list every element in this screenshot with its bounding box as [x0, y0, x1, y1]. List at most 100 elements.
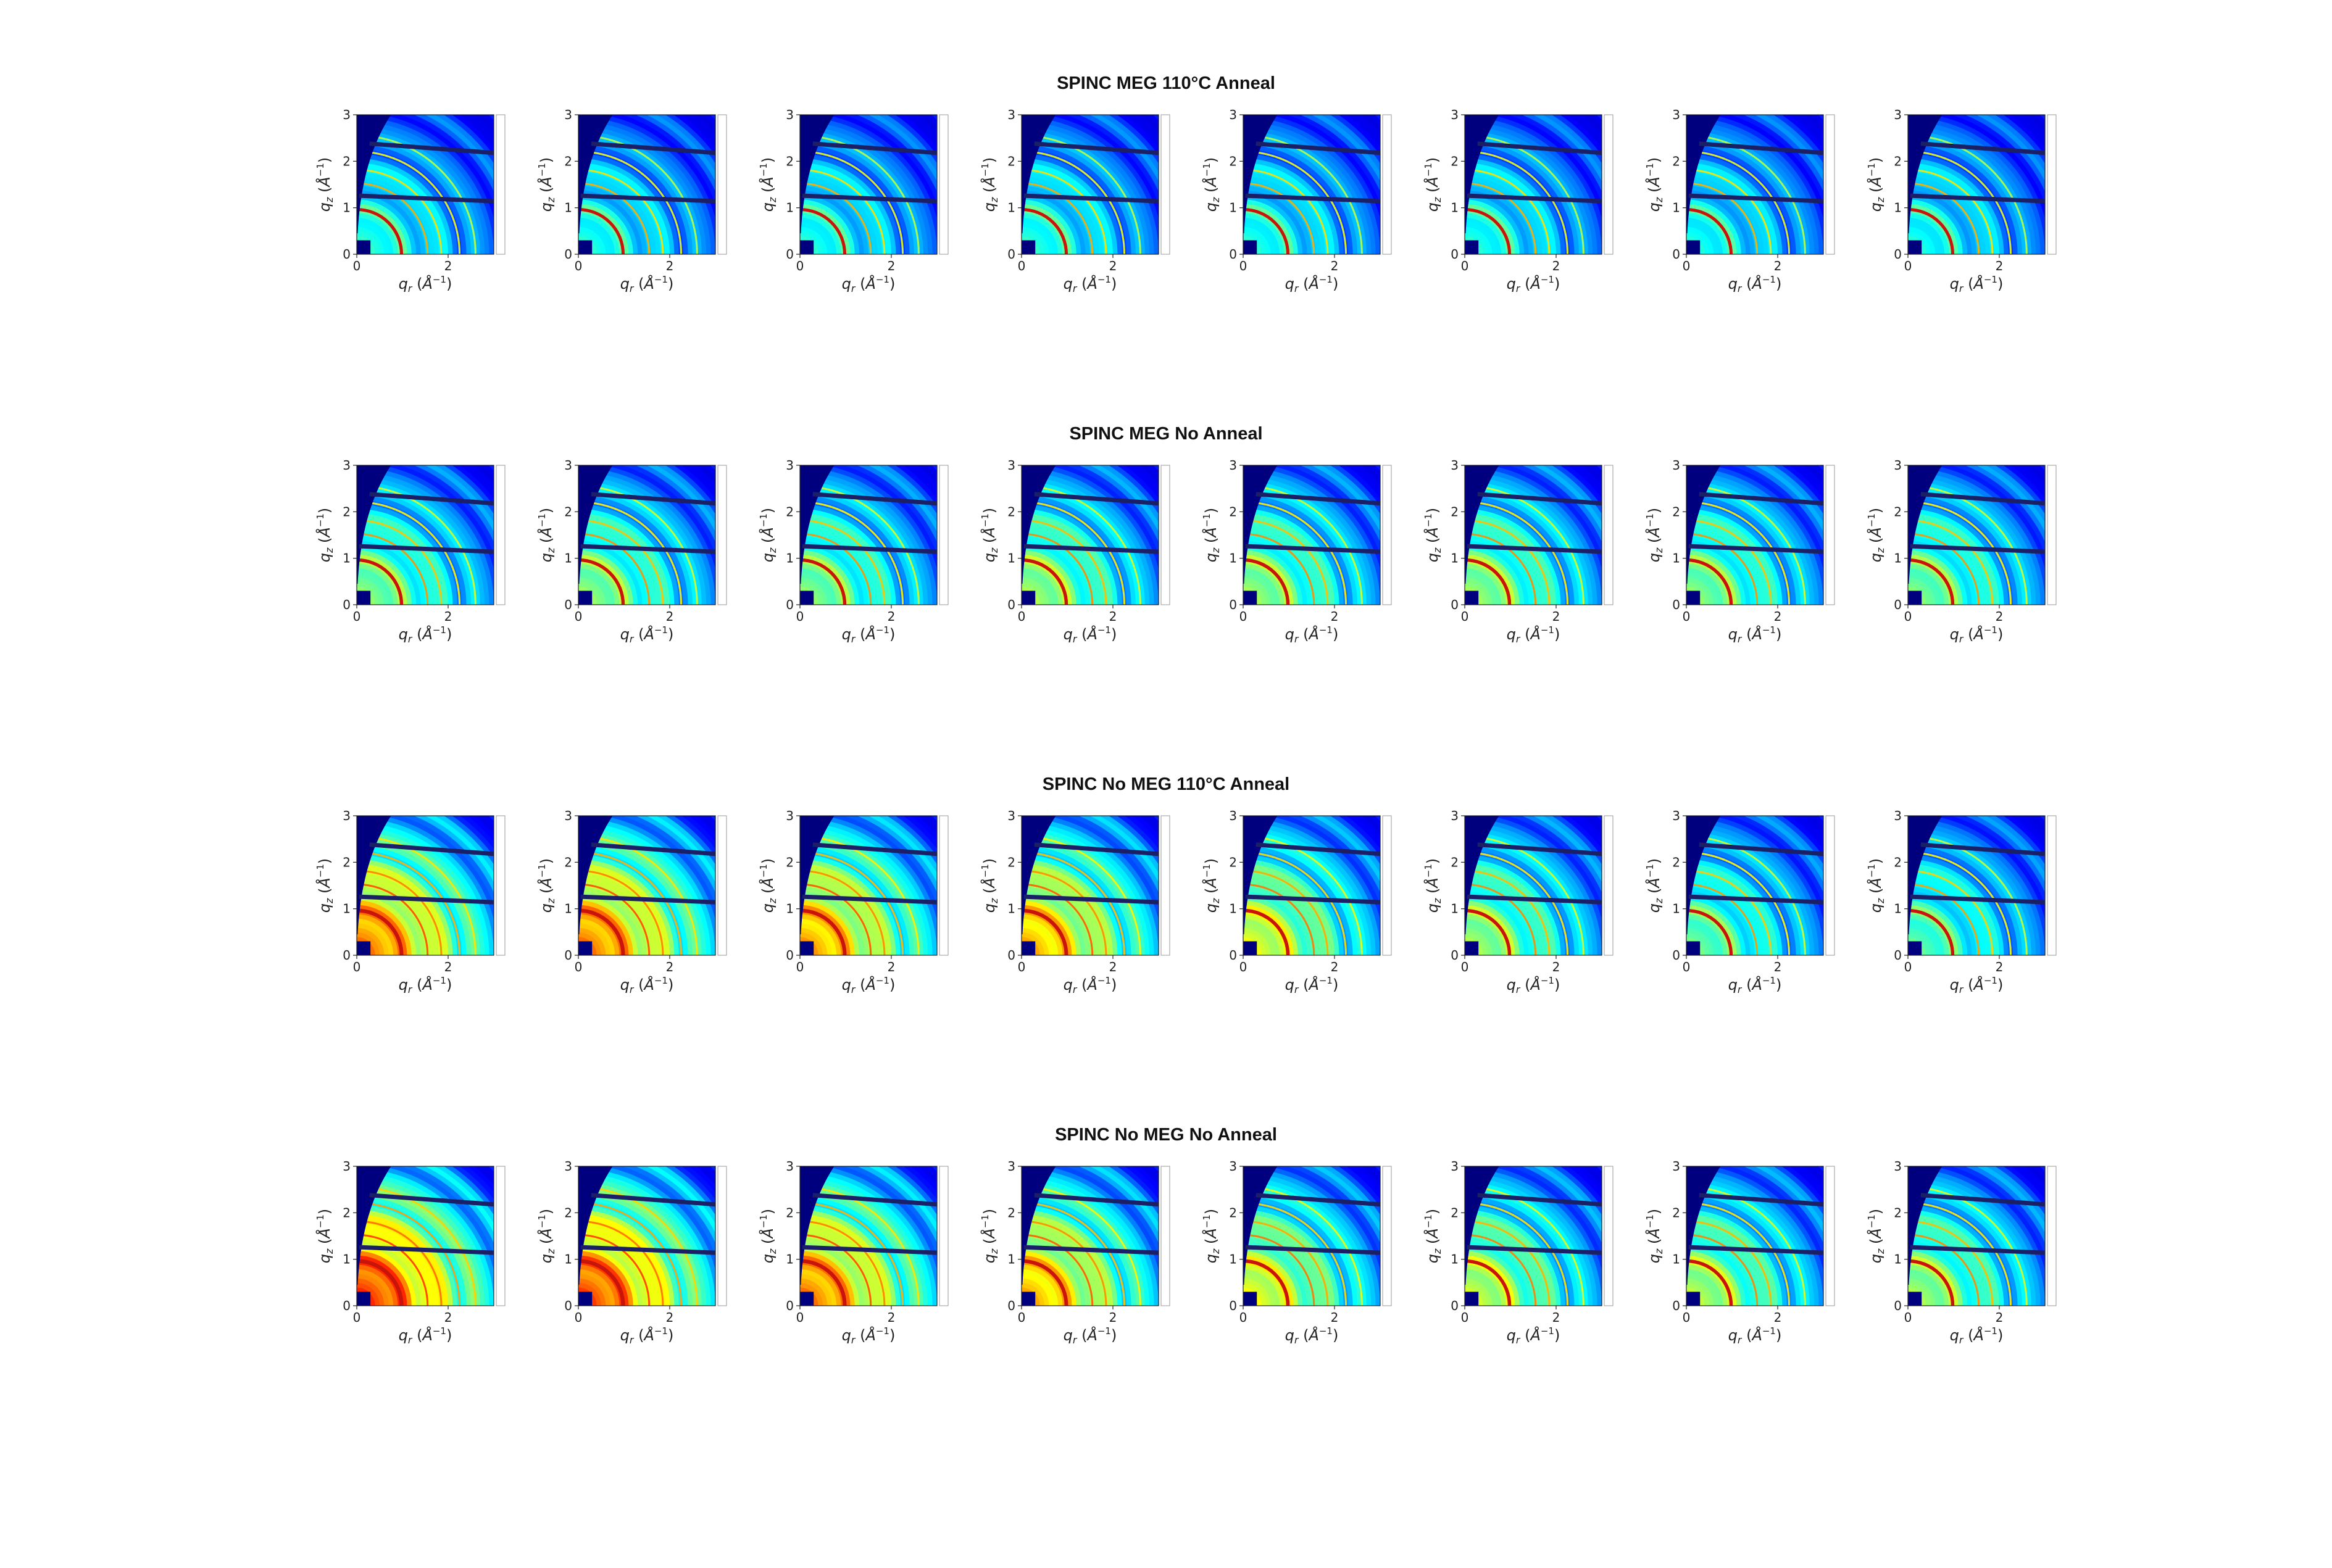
x-tick-label: 2: [1109, 259, 1117, 273]
detector-gap: [1245, 193, 1380, 204]
y-tick-label: 2: [343, 1205, 351, 1220]
y-tick-label: 0: [786, 247, 794, 262]
y-axis-label: qz (Å−1): [1866, 508, 1886, 563]
axes-frame: [1907, 465, 2046, 605]
y-tick-label: 0: [1229, 948, 1237, 963]
row-title-2: SPINC MEG No Anneal: [1069, 424, 1263, 444]
detector-gap: [802, 193, 937, 204]
x-tick-label: 2: [1996, 259, 2004, 273]
x-tick-label: 0: [575, 960, 583, 974]
y-tick-label: 2: [786, 154, 794, 168]
colorbar: [496, 465, 506, 605]
x-tick-label: 2: [1552, 960, 1560, 974]
y-tick-label: 1: [343, 1252, 351, 1267]
detector-gap: [1920, 492, 2045, 506]
y-tick-label: 1: [343, 902, 351, 916]
beamstop: [1686, 591, 1701, 605]
x-tick-label: 2: [1996, 1310, 2004, 1325]
beamstop: [1022, 240, 1036, 254]
axes-frame: [356, 465, 494, 605]
x-tick-label: 0: [353, 259, 361, 273]
y-axis-label: qz (Å−1): [1423, 508, 1443, 563]
y-axis-label: qz (Å−1): [315, 157, 335, 212]
beamstop: [1908, 941, 1922, 955]
axes-frame: [1243, 465, 1381, 605]
x-axis-label: qr (Å−1): [1285, 1325, 1339, 1346]
y-tick-label: 3: [786, 1159, 794, 1174]
y-tick-label: 0: [564, 597, 572, 612]
colorbar: [1382, 815, 1392, 956]
y-tick-label: 1: [1007, 902, 1015, 916]
detector-gap: [1023, 1245, 1159, 1255]
y-axis-label: qz (Å−1): [1866, 157, 1886, 212]
y-tick-label: 2: [564, 154, 572, 168]
x-tick-label: 2: [444, 259, 452, 273]
x-tick-label: 0: [575, 259, 583, 273]
x-axis-label: qr (Å−1): [1950, 274, 2004, 294]
x-tick-label: 0: [1904, 259, 1912, 273]
y-tick-label: 3: [1894, 458, 1902, 473]
y-tick-label: 3: [1007, 107, 1015, 122]
beamstop: [1686, 1292, 1701, 1306]
axes-frame: [1243, 1166, 1381, 1306]
detector-gap: [812, 141, 937, 156]
row-title-4: SPINC No MEG No Anneal: [1055, 1125, 1277, 1145]
axes-frame: [1021, 1166, 1159, 1306]
y-axis-label: qz (Å−1): [1201, 157, 1222, 212]
missing-wedge: [1022, 816, 1056, 935]
y-tick-label: 2: [1672, 504, 1680, 519]
beamstop: [357, 1292, 371, 1306]
y-tick-label: 3: [1229, 107, 1237, 122]
y-tick-label: 0: [343, 247, 351, 262]
y-tick-label: 3: [1451, 1159, 1459, 1174]
detector-gap: [580, 193, 715, 204]
x-tick-label: 0: [353, 609, 361, 624]
missing-wedge: [1465, 816, 1499, 935]
x-axis-label: qr (Å−1): [620, 975, 674, 995]
x-tick-label: 2: [444, 1310, 452, 1325]
colorbar: [1160, 815, 1170, 956]
x-tick-label: 0: [1239, 960, 1247, 974]
y-tick-label: 3: [343, 458, 351, 473]
detector-gap: [580, 894, 715, 905]
missing-wedge: [578, 1166, 613, 1285]
axes-frame: [1686, 465, 1824, 605]
y-tick-label: 1: [1894, 902, 1902, 916]
detector-gap: [1477, 492, 1602, 506]
y-tick-label: 3: [564, 808, 572, 823]
x-tick-label: 0: [1461, 259, 1469, 273]
detector-gap: [1688, 193, 1823, 204]
beamstop: [357, 941, 371, 955]
x-axis-label: qr (Å−1): [1728, 1325, 1782, 1346]
detector-gap: [812, 492, 937, 506]
beamstop: [357, 591, 371, 605]
y-tick-label: 2: [1007, 154, 1015, 168]
y-tick-label: 2: [1007, 1205, 1015, 1220]
missing-wedge: [1465, 115, 1499, 234]
y-tick-label: 3: [343, 107, 351, 122]
x-tick-label: 2: [1552, 609, 1560, 624]
y-tick-label: 0: [786, 1298, 794, 1313]
y-tick-label: 2: [1007, 504, 1015, 519]
axes-frame: [799, 1166, 938, 1306]
x-axis-label: qr (Å−1): [1507, 975, 1560, 995]
detector-gap: [359, 1245, 494, 1255]
x-axis-label: qr (Å−1): [620, 1325, 674, 1346]
y-axis-label: qz (Å−1): [536, 858, 557, 913]
y-tick-label: 1: [786, 902, 794, 916]
beamstop: [800, 240, 814, 254]
y-tick-label: 2: [343, 154, 351, 168]
axes-frame: [578, 114, 716, 255]
x-tick-label: 2: [888, 1310, 896, 1325]
y-tick-label: 3: [1894, 107, 1902, 122]
colorbar: [939, 465, 949, 605]
y-tick-label: 1: [786, 551, 794, 566]
detector-gap: [369, 1193, 494, 1207]
y-tick-label: 2: [1229, 154, 1237, 168]
